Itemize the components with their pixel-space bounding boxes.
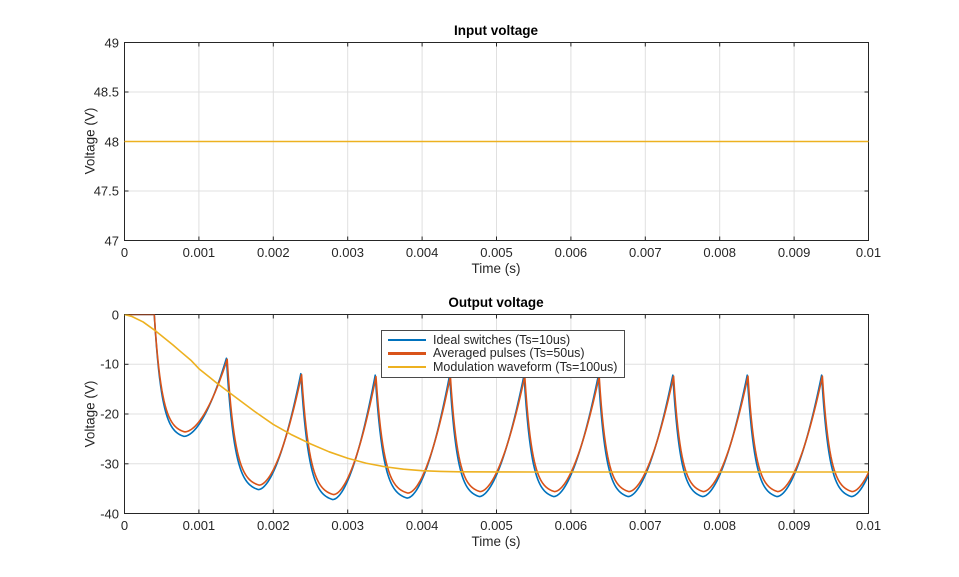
series-lines [124,314,869,501]
output-x-axis-label: Time (s) [471,534,521,549]
y-tick-label: -40 [100,506,119,521]
legend-line-swatch [388,365,426,368]
x-tick-label: 0.002 [257,518,290,533]
x-tick-label: 0.006 [554,245,588,260]
x-tick-label: 0.008 [703,518,736,533]
y-tick-label: -10 [100,356,119,372]
x-tick-label: 0.007 [629,245,662,260]
y-tick-label: -30 [100,456,119,472]
legend-entry: Modulation waveform (Ts=100us) [388,360,617,374]
series-orange [124,314,869,496]
y-tick-label: 48 [104,134,119,149]
y-tick-label: 47.5 [93,183,119,199]
legend-entry: Ideal switches (Ts=10us) [388,333,617,347]
x-tick-label: 0.001 [182,245,216,260]
x-tick-label: 0.003 [331,518,364,533]
legend-line-swatch [388,352,426,355]
legend-label: Ideal switches (Ts=10us) [433,332,571,347]
output-chart-title: Output voltage [448,295,544,310]
series-yellow [124,314,869,473]
x-tick-label: 0.009 [777,518,811,533]
x-tick-label: 0 [120,245,129,260]
x-tick-label: 0 [120,518,129,533]
input-voltage-plot [124,42,869,241]
output-y-axis-label: Voltage (V) [82,380,98,447]
y-tick-label: -20 [100,406,119,422]
x-tick-label: 0.005 [480,245,513,260]
x-tick-label: 0.003 [331,245,364,260]
y-tick-label: 0 [111,307,119,322]
x-tick-label: 0.009 [777,245,811,260]
input-x-axis-label: Time (s) [471,261,521,276]
legend-box: Ideal switches (Ts=10us) Averaged pulses … [381,330,626,378]
x-tick-label: 0.006 [554,518,588,533]
x-tick-label: 0.01 [855,245,882,260]
y-tick-label: 49 [104,35,119,50]
input-y-axis-label: Voltage (V) [82,107,98,175]
legend-line-swatch [388,338,426,341]
legend-entry: Averaged pulses (Ts=50us) [388,346,617,361]
input-chart-title: Input voltage [454,23,538,38]
legend-label: Averaged pulses (Ts=50us) [433,346,585,361]
y-tick-label: 48.5 [93,84,119,100]
y-tick-label: 47 [104,233,119,248]
x-tick-label: 0.01 [855,518,882,533]
output-voltage-plot [124,314,869,514]
x-tick-label: 0.007 [629,518,662,533]
x-tick-label: 0.002 [257,245,290,260]
x-tick-label: 0.004 [405,245,439,260]
legend-label: Modulation waveform (Ts=100us) [433,359,618,374]
x-tick-label: 0.005 [480,518,513,533]
x-tick-label: 0.008 [703,245,736,260]
x-tick-label: 0.001 [182,518,216,533]
x-tick-label: 0.004 [405,518,439,533]
